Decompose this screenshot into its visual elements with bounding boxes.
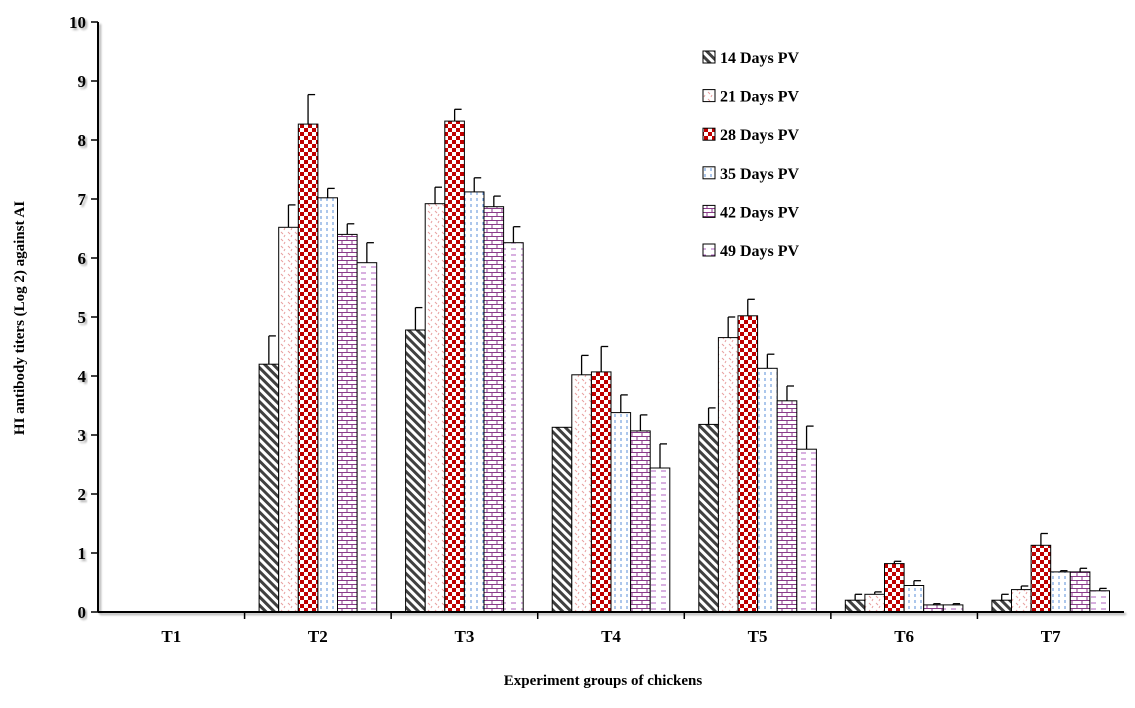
x-tick-label-t2: T2 <box>308 627 328 646</box>
bar-t5-series-2 <box>717 337 739 613</box>
bar-t3-series-4 <box>463 191 485 613</box>
bar-t7-series-3 <box>1030 544 1052 613</box>
bar-t2-series-5 <box>337 233 358 613</box>
bar-t6-series-2 <box>864 593 886 613</box>
legend-swatch-series-5 <box>702 204 716 218</box>
bar-t5-series-1 <box>698 423 719 613</box>
bar-t7-series-4 <box>1050 571 1071 613</box>
legend-label-series-3: 28 Days PV <box>720 127 800 144</box>
bar-t6-series-6 <box>942 604 964 613</box>
y-axis-title: HI antibody titers (Log 2) against AI <box>12 201 28 435</box>
bar-t5-series-3 <box>737 315 759 613</box>
y-tick-label: 9 <box>78 72 87 91</box>
bar-t2-series-1 <box>258 363 280 613</box>
y-tick-label: 5 <box>78 308 87 327</box>
legend-label-series-1: 14 Days PV <box>720 50 800 67</box>
bar-t4-series-2 <box>571 374 592 613</box>
bar-t6-series-3 <box>884 563 905 613</box>
bar-t6-series-4 <box>903 585 925 613</box>
bar-t2-series-6 <box>356 262 378 613</box>
legend-swatch-series-3 <box>702 127 716 141</box>
legend: 14 Days PV 21 Days PV 28 Days PV 35 Days PV… <box>702 50 800 260</box>
bar-t7-series-6 <box>1089 590 1111 613</box>
bar-t7-series-2 <box>1011 589 1032 613</box>
y-tick-label: 2 <box>78 485 87 504</box>
bar-t2-series-2 <box>278 226 299 613</box>
bar-t4-series-4 <box>610 412 632 613</box>
bar-t5-series-6 <box>796 448 817 613</box>
bar-t6-series-1 <box>844 599 866 613</box>
bar-t3-series-5 <box>483 206 505 613</box>
y-tick-label: 8 <box>78 131 87 150</box>
x-tick-label-t3: T3 <box>455 627 475 646</box>
legend-swatch-series-6 <box>702 243 716 257</box>
bar-t4-series-5 <box>630 430 651 613</box>
bar-t7-series-1 <box>991 599 1013 613</box>
bar-t4-series-3 <box>590 371 612 613</box>
legend-swatch-series-4 <box>702 166 716 180</box>
x-tick-label-t6: T6 <box>894 627 914 646</box>
bar-t6-series-5 <box>923 604 944 613</box>
x-tick-label-t7: T7 <box>1041 627 1061 646</box>
legend-swatch-series-1 <box>702 50 716 64</box>
x-axis-title: Experiment groups of chickens <box>504 673 703 689</box>
y-tick-label: 7 <box>78 190 87 209</box>
bar-t3-series-3 <box>444 120 465 613</box>
bar-t2-series-3 <box>297 123 319 613</box>
bar-t2-series-4 <box>317 197 338 613</box>
bar-t5-series-4 <box>757 367 778 613</box>
y-tick-label: 10 <box>69 13 86 32</box>
y-tick-label: 6 <box>78 249 87 268</box>
bar-t3-series-1 <box>405 329 426 613</box>
y-tick-label: 3 <box>78 426 87 445</box>
legend-label-series-5: 42 Days PV <box>720 204 800 221</box>
y-tick-label: 0 <box>78 603 87 622</box>
x-tick-label-t4: T4 <box>601 627 621 646</box>
plot-area <box>258 93 1111 613</box>
legend-label-series-6: 49 Days PV <box>720 243 800 260</box>
y-tick-label: 4 <box>78 367 87 386</box>
bar-t5-series-5 <box>776 400 798 613</box>
bar-t7-series-5 <box>1069 571 1091 613</box>
y-tick-label: 1 <box>78 544 87 563</box>
legend-label-series-4: 35 Days PV <box>720 166 800 183</box>
x-tick-label-t1: T1 <box>161 627 181 646</box>
x-tick-label-t5: T5 <box>748 627 768 646</box>
bar-t4-series-6 <box>649 467 671 613</box>
bar-t3-series-2 <box>424 203 446 613</box>
axes: 0 1 2 3 4 5 6 7 8 9 10 T1 T2 T3 T4 T5 T6 T7 <box>69 13 1124 646</box>
legend-swatch-series-2 <box>702 89 716 103</box>
bar-t3-series-6 <box>503 242 524 613</box>
legend-label-series-2: 21 Days PV <box>720 89 800 106</box>
bar-t4-series-1 <box>551 426 573 613</box>
